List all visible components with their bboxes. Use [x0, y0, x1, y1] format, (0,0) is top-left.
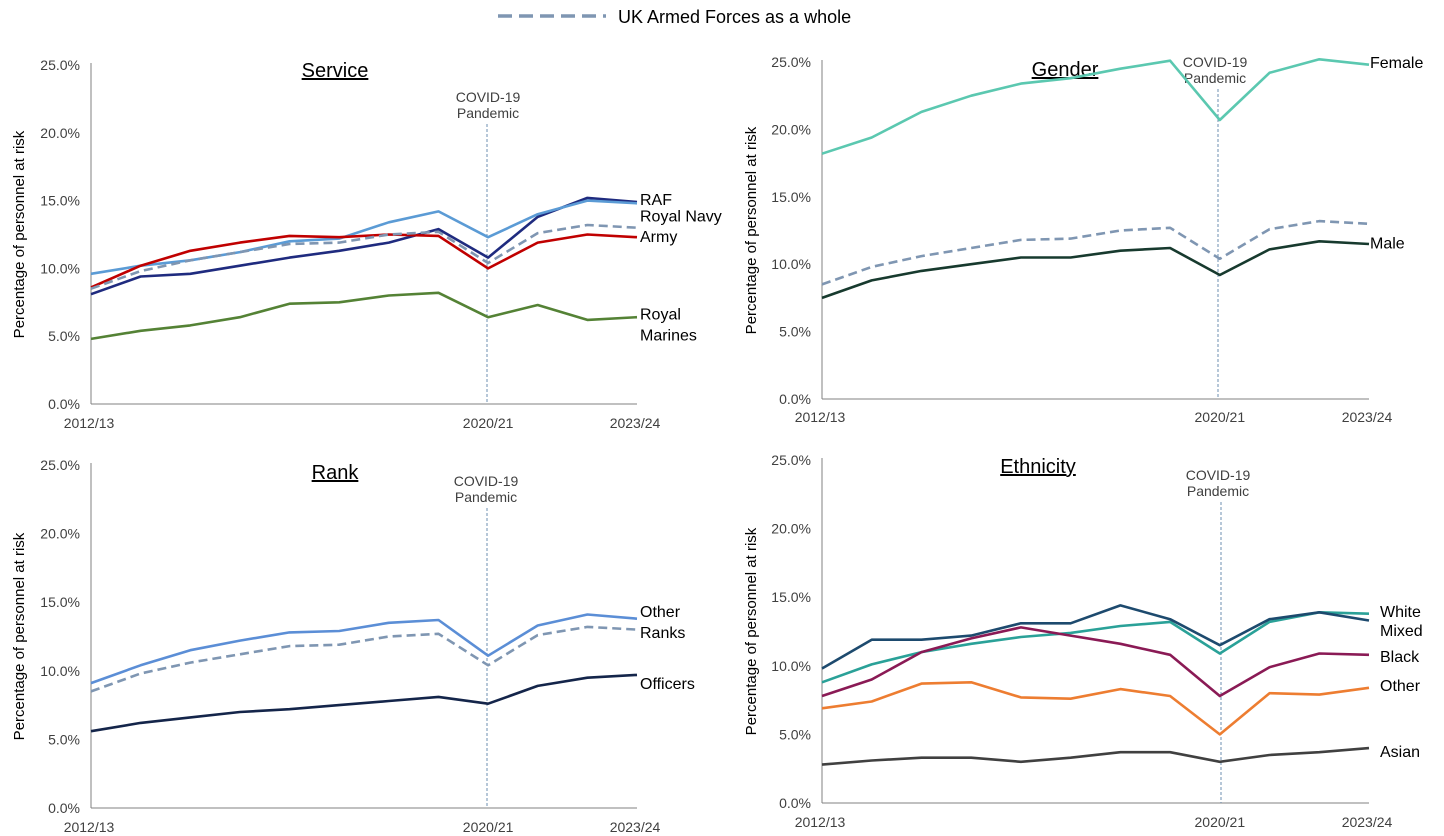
- y-axis-title: Percentage of personnel at risk: [11, 130, 28, 338]
- y-tick-label: 20.0%: [771, 521, 811, 537]
- y-tick-label: 25.0%: [771, 452, 811, 468]
- x-tick-label: 2012/13: [795, 409, 846, 425]
- x-tick-label: 2020/21: [463, 415, 514, 431]
- y-tick-label: 15.0%: [771, 589, 811, 605]
- series-label-other-ranks: Ranks: [640, 625, 685, 642]
- panel-rank: 0.0% 5.0% 10.0% 15.0% 20.0% 25.0% 2012/13 2020/…: [11, 457, 695, 835]
- x-tick-label: 2020/21: [1195, 409, 1246, 425]
- chart-title: Rank: [312, 462, 360, 484]
- series-line-asian: [821, 746, 1370, 766]
- x-tick-label: 2020/21: [1195, 814, 1246, 830]
- series-label-asian: Asian: [1380, 744, 1420, 761]
- series-line-male: [821, 240, 1370, 300]
- covid-annotation: COVID-19: [1183, 54, 1248, 70]
- y-tick-label: 20.0%: [40, 125, 80, 141]
- series-line-other: [821, 680, 1370, 736]
- covid-annotation: Pandemic: [457, 105, 519, 121]
- y-tick-label: 15.0%: [771, 189, 811, 205]
- series-label-officers: Officers: [640, 676, 695, 693]
- x-tick-label: 2020/21: [463, 819, 514, 835]
- y-tick-label: 15.0%: [40, 193, 80, 209]
- series-label-army: Army: [640, 229, 677, 246]
- series-line-army: [90, 233, 638, 289]
- series-line-mixed: [821, 604, 1370, 670]
- series-label-white: White: [1380, 604, 1421, 621]
- series-label-mixed: Mixed: [1380, 623, 1423, 640]
- y-tick-label: 20.0%: [771, 121, 811, 137]
- panel-service: 0.0% 5.0% 10.0% 15.0% 20.0% 25.0% 2012/13 2020/…: [11, 57, 722, 431]
- legend-label: UK Armed Forces as a whole: [618, 7, 851, 27]
- x-tick-label: 2012/13: [795, 814, 846, 830]
- figure-legend: UK Armed Forces as a whole: [498, 7, 851, 27]
- y-tick-label: 10.0%: [40, 663, 80, 679]
- series-label-royal-navy: Royal Navy: [640, 209, 722, 226]
- series-line-female: [821, 57, 1370, 155]
- y-tick-label: 15.0%: [40, 594, 80, 610]
- series-label-male: Male: [1370, 236, 1405, 253]
- y-tick-label: 10.0%: [771, 658, 811, 674]
- y-tick-label: 25.0%: [771, 54, 811, 70]
- panel-ethnicity: 0.0% 5.0% 10.0% 15.0% 20.0% 25.0% 2012/13 2020/…: [743, 452, 1423, 830]
- x-tick-label: 2023/24: [1342, 409, 1393, 425]
- series-line-uk-armed-forces-as-a-whole: [821, 219, 1370, 286]
- y-tick-label: 0.0%: [779, 795, 811, 811]
- series-label-other-ranks: Other: [640, 604, 681, 621]
- y-tick-label: 10.0%: [771, 256, 811, 272]
- y-axis-title: Percentage of personnel at risk: [743, 126, 760, 334]
- panel-gender: 0.0% 5.0% 10.0% 15.0% 20.0% 25.0% 2012/13 2020/…: [743, 54, 1423, 425]
- y-axis-title: Percentage of personnel at risk: [11, 532, 28, 740]
- x-tick-label: 2012/13: [64, 415, 115, 431]
- series-line-white: [821, 610, 1370, 684]
- chart-title: Service: [302, 60, 369, 82]
- covid-annotation: Pandemic: [455, 489, 517, 505]
- series-label-raf: RAF: [640, 192, 672, 209]
- series-label-female: Female: [1370, 55, 1423, 72]
- y-tick-label: 5.0%: [48, 328, 80, 344]
- x-tick-label: 2012/13: [64, 819, 115, 835]
- x-tick-label: 2023/24: [610, 415, 661, 431]
- series-label-other: Other: [1380, 678, 1421, 695]
- series-label-royal-marines: Royal: [640, 306, 681, 323]
- covid-annotation: Pandemic: [1184, 70, 1246, 86]
- y-tick-label: 0.0%: [48, 800, 80, 816]
- y-tick-label: 25.0%: [40, 457, 80, 473]
- covid-annotation: COVID-19: [454, 473, 519, 489]
- series-line-black: [821, 626, 1370, 698]
- series-line-uk-armed-forces-as-a-whole: [90, 223, 638, 290]
- covid-annotation: COVID-19: [456, 89, 521, 105]
- y-tick-label: 5.0%: [48, 731, 80, 747]
- y-axis-title: Percentage of personnel at risk: [743, 527, 760, 735]
- series-line-other-ranks: [90, 613, 638, 685]
- covid-annotation: COVID-19: [1186, 467, 1251, 483]
- covid-annotation: Pandemic: [1187, 483, 1249, 499]
- series-line-officers: [90, 673, 638, 733]
- series-line-raf: [90, 196, 638, 296]
- series-label-black: Black: [1380, 649, 1420, 666]
- x-tick-label: 2023/24: [1342, 814, 1393, 830]
- chart-title: Ethnicity: [1000, 456, 1076, 478]
- series-line-royal-marines: [90, 291, 638, 341]
- y-tick-label: 20.0%: [40, 526, 80, 542]
- y-tick-label: 25.0%: [40, 57, 80, 73]
- y-tick-label: 5.0%: [779, 726, 811, 742]
- y-tick-label: 0.0%: [779, 391, 811, 407]
- series-label-royal-marines: Marines: [640, 327, 697, 344]
- series-line-uk-armed-forces-as-a-whole: [90, 625, 638, 693]
- y-tick-label: 10.0%: [40, 260, 80, 276]
- x-tick-label: 2023/24: [610, 819, 661, 835]
- series-line-royal-navy: [90, 199, 638, 276]
- y-tick-label: 0.0%: [48, 396, 80, 412]
- y-tick-label: 5.0%: [779, 324, 811, 340]
